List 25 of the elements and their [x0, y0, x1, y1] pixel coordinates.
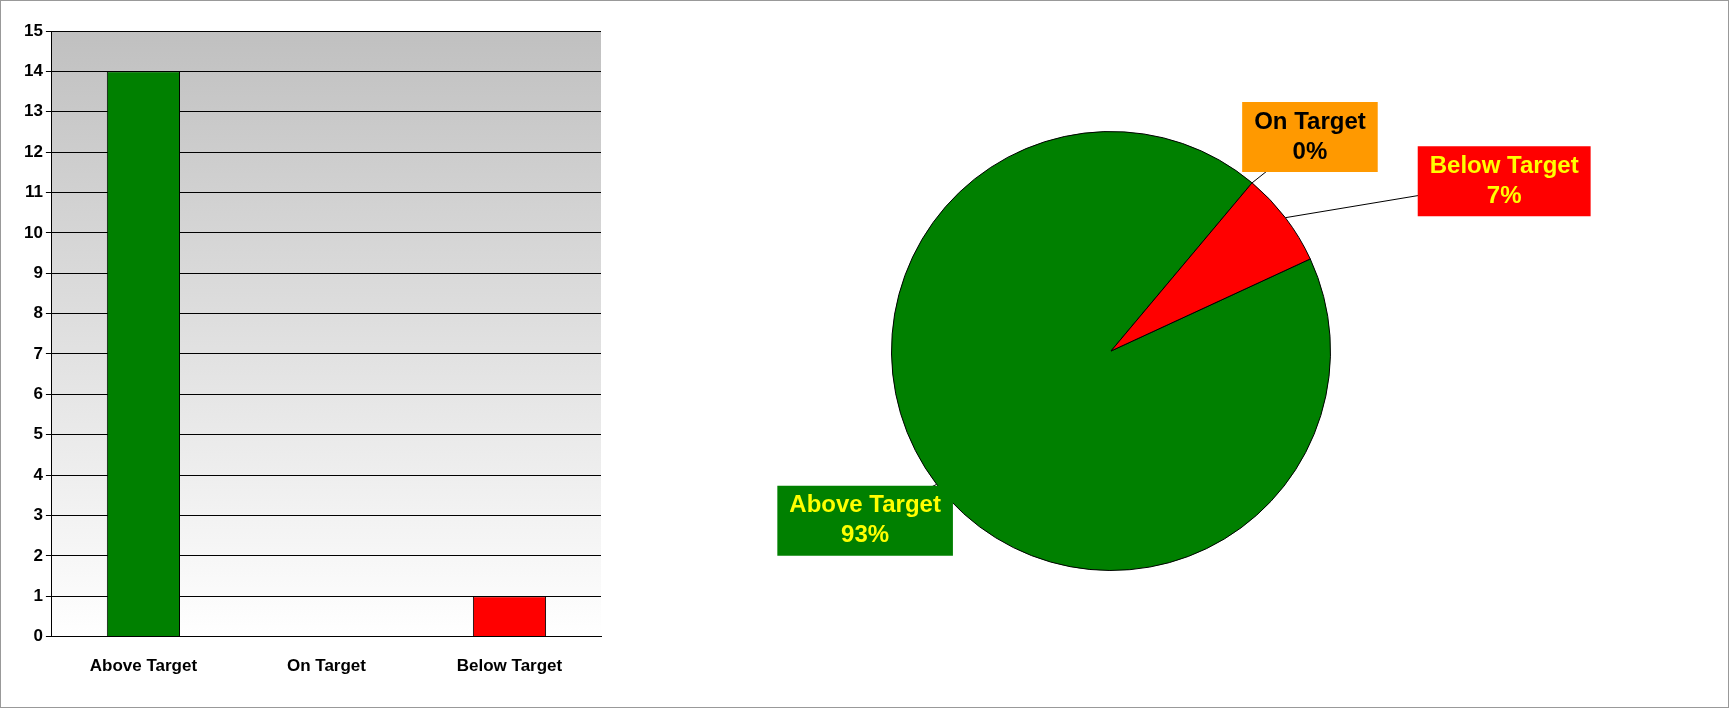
x-tick-label: On Target: [286, 656, 367, 676]
y-tick-label: 11: [24, 182, 43, 202]
y-tick-label: 15: [23, 20, 43, 40]
data-label: 7%: [1486, 180, 1522, 208]
y-tick-label: 12: [23, 141, 43, 161]
category-label: On Target: [1254, 106, 1366, 134]
y-tick-label: 6: [33, 384, 43, 404]
y-tick-label: 3: [33, 505, 43, 525]
y-tick-label: 14: [23, 61, 44, 81]
y-tick-label: 9: [33, 262, 43, 282]
y-tick-label: 1: [33, 585, 43, 605]
y-tick-label: 4: [33, 464, 44, 484]
y-tick-label: 10: [23, 222, 43, 242]
text: 0%: [1292, 136, 1328, 164]
y-tick-label: 5: [33, 424, 43, 444]
x-tick-label: Above Target: [89, 656, 198, 676]
x-tick-label: Below Target: [456, 656, 563, 676]
data-label: 93%: [841, 520, 890, 548]
y-tick-label: 7: [33, 343, 43, 363]
slice-label: Above Target: [789, 490, 941, 518]
y-tick-label: 13: [23, 101, 43, 121]
y-tick-label: 2: [33, 545, 43, 565]
y-tick-label: 0: [33, 626, 43, 646]
slice-label: Below Target: [1429, 150, 1579, 178]
y-tick-label: 8: [33, 303, 43, 323]
